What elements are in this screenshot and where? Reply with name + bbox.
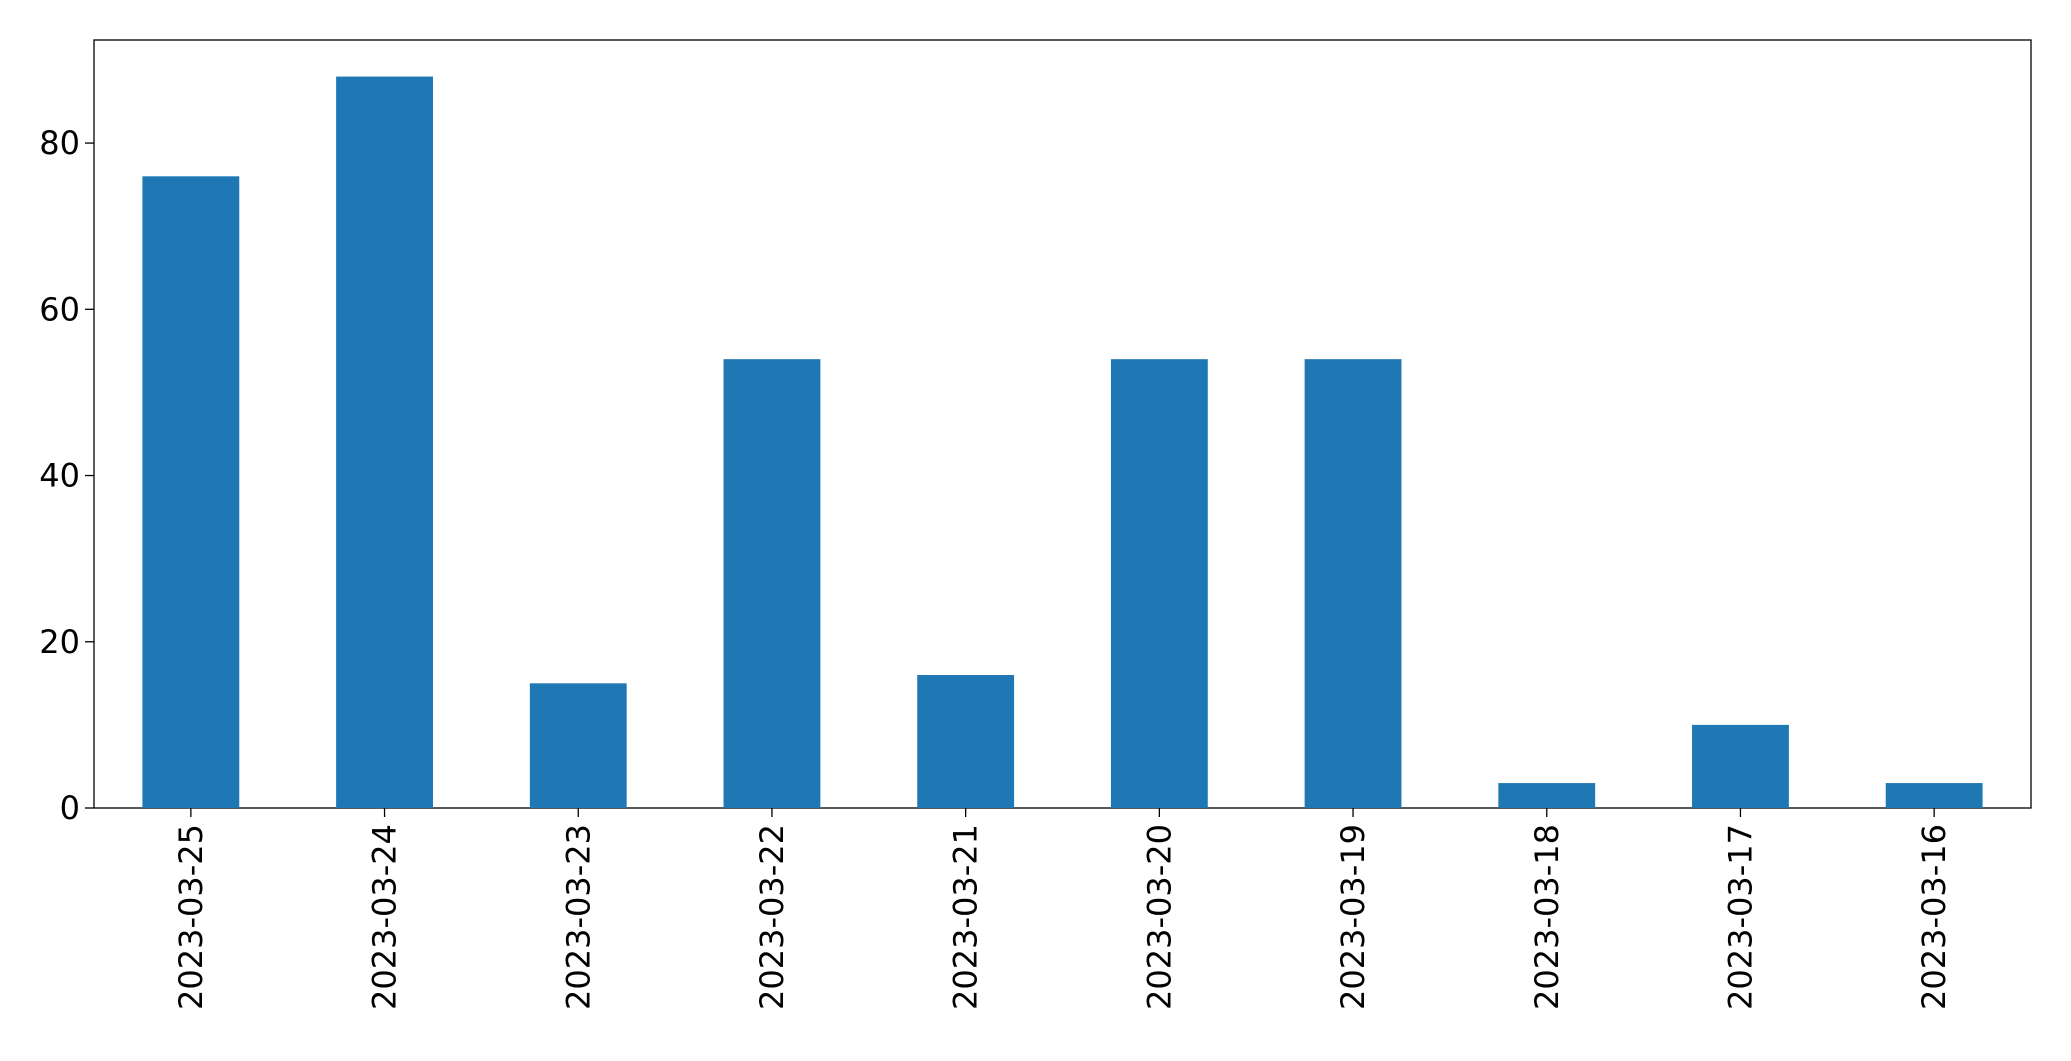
plot-frame bbox=[93, 39, 2032, 809]
bar bbox=[1304, 359, 1402, 808]
x-tick-label: 2023-03-23 bbox=[559, 824, 597, 1010]
x-tick-label: 2023-03-20 bbox=[1140, 824, 1178, 1010]
bar bbox=[1885, 783, 1983, 808]
x-tick-label: 2023-03-16 bbox=[1915, 824, 1953, 1010]
x-tick-label: 2023-03-25 bbox=[172, 824, 210, 1010]
x-tick-label: 2023-03-24 bbox=[366, 824, 404, 1010]
y-tick-label: 20 bbox=[39, 623, 80, 661]
bar bbox=[142, 176, 240, 808]
bar bbox=[917, 675, 1015, 808]
y-tick-label: 80 bbox=[39, 124, 80, 162]
bar bbox=[1692, 724, 1789, 808]
bar bbox=[723, 359, 821, 808]
x-tick-label: 2023-03-18 bbox=[1528, 824, 1566, 1010]
y-tick-label: 40 bbox=[39, 457, 80, 495]
bar bbox=[529, 683, 627, 808]
x-tick-label: 2023-03-17 bbox=[1721, 824, 1759, 1010]
y-tick-label: 60 bbox=[39, 290, 80, 328]
x-tick-label: 2023-03-19 bbox=[1334, 824, 1372, 1010]
bar bbox=[1498, 783, 1596, 808]
x-tick-label: 2023-03-22 bbox=[753, 824, 791, 1010]
x-tick-label: 2023-03-21 bbox=[947, 824, 985, 1010]
y-tick-label: 0 bbox=[60, 789, 80, 827]
bar bbox=[1110, 359, 1208, 808]
bar bbox=[336, 76, 433, 809]
